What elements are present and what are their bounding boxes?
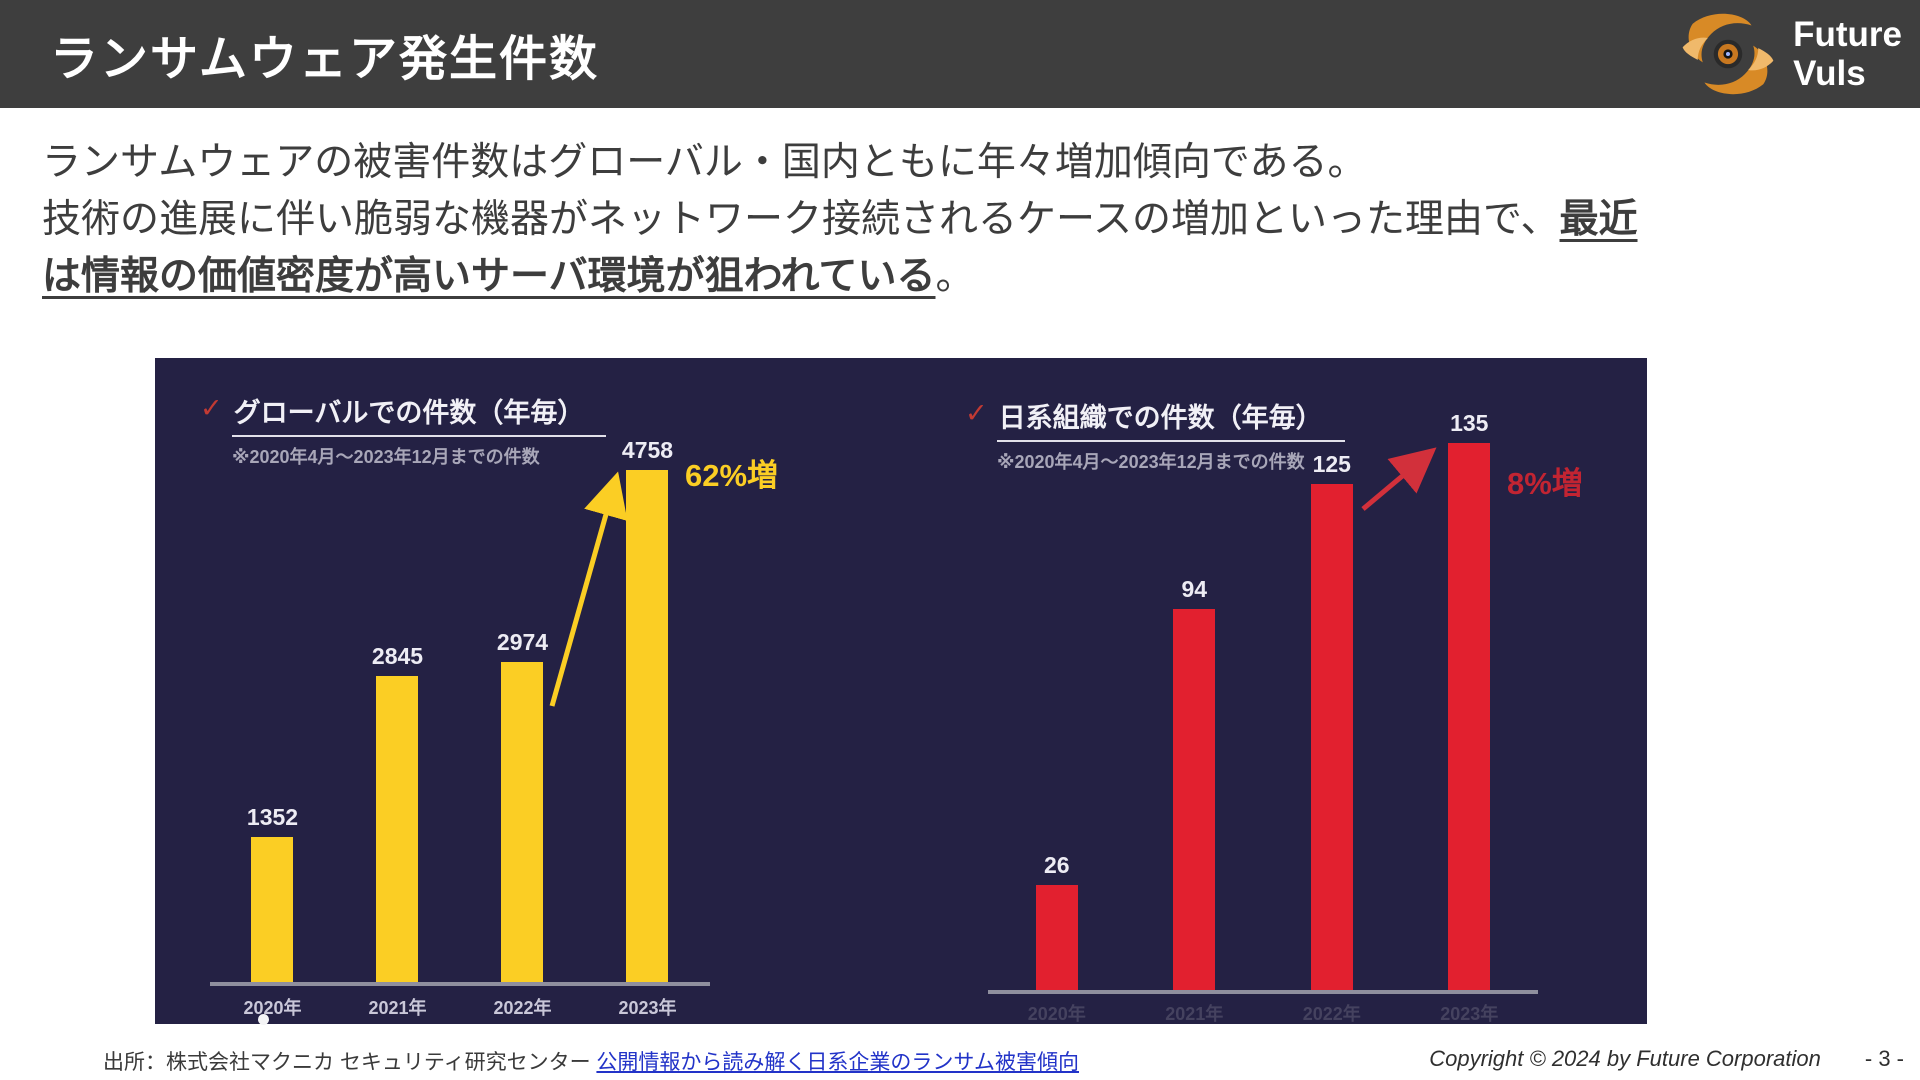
copyright-text: Copyright © 2024 by Future Corporation bbox=[1429, 1046, 1821, 1071]
chart-subtitle: ※2020年4月～2023年12月までの件数 bbox=[997, 452, 1305, 472]
bar-column: 94 bbox=[1173, 576, 1216, 990]
x-axis-label: 2022年 bbox=[493, 998, 552, 1018]
bar-column: 125 bbox=[1310, 451, 1353, 990]
body-line-2: 技術の進展に伴い脆弱な機器がネットワーク接続されるケースの増加といった理由で、最… bbox=[42, 198, 1638, 241]
x-axis-label: 2020年 bbox=[243, 998, 302, 1018]
bar bbox=[1173, 609, 1216, 990]
bar-value-label: 2845 bbox=[371, 643, 424, 669]
bar-value-label: 2974 bbox=[496, 629, 549, 655]
bar-column: 135 bbox=[1448, 410, 1491, 990]
chart-title: 日系組織での件数（年毎） bbox=[996, 396, 1345, 442]
bar-column: 2974 bbox=[497, 629, 548, 982]
x-axis bbox=[210, 982, 710, 986]
bar bbox=[1035, 885, 1078, 990]
bar bbox=[251, 837, 294, 982]
emphasized-text: は情報の価値密度が高いサーバ環境が狙われている bbox=[42, 255, 936, 298]
cursor-dot bbox=[258, 1014, 269, 1025]
increase-annotation: 8%増 bbox=[1507, 466, 1583, 501]
bar-value-label: 94 bbox=[1181, 576, 1208, 602]
x-axis-label: 2021年 bbox=[368, 998, 427, 1018]
page-title: ランサムウェア発生件数 bbox=[50, 33, 600, 86]
page-number: - 3 - bbox=[1864, 1046, 1904, 1071]
logo-text: Future Vuls bbox=[1793, 15, 1902, 93]
logo-line1: Future bbox=[1793, 15, 1902, 54]
chart-header: ✓ 日系組織での件数（年毎） ※2020年4月～2023年12月までの件数 bbox=[965, 396, 1345, 474]
footer-right: Copyright © 2024 by Future Corporation -… bbox=[1429, 1046, 1904, 1072]
chart-image: ✓ グローバルでの件数（年毎） ※2020年4月～2023年12月までの件数 1… bbox=[155, 358, 1647, 1025]
source-link[interactable]: 公開情報から読み解く日系企業のランサム被害傾向 bbox=[596, 1051, 1079, 1074]
check-icon: ✓ bbox=[200, 393, 223, 423]
x-axis-labels: 2020年 2021年 2022年 2023年 bbox=[988, 1000, 1538, 1026]
chart-header: ✓ グローバルでの件数（年毎） ※2020年4月～2023年12月までの件数 bbox=[200, 391, 607, 469]
header-bar: ランサムウェア発生件数 Future Vuls bbox=[0, 0, 1920, 108]
chart-title: グローバルでの件数（年毎） bbox=[231, 391, 607, 437]
body-line-3: は情報の価値密度が高いサーバ環境が狙われている。 bbox=[42, 255, 975, 298]
bar bbox=[501, 662, 544, 982]
emphasized-text: 最近 bbox=[1559, 198, 1638, 241]
x-axis-labels: 2020年 2021年 2022年 2023年 bbox=[210, 994, 710, 1020]
check-icon: ✓ bbox=[965, 398, 988, 428]
x-axis-label: 2021年 bbox=[1165, 1004, 1224, 1024]
bar bbox=[1310, 484, 1353, 990]
x-axis-label: 2020年 bbox=[1027, 1004, 1086, 1024]
japan-ransomware-chart: ✓ 日系組織での件数（年毎） ※2020年4月～2023年12月までの件数 26… bbox=[155, 358, 1647, 1024]
bar-column: 1352 bbox=[247, 804, 298, 982]
bar bbox=[626, 470, 669, 982]
x-axis-label: 2023年 bbox=[618, 998, 677, 1018]
futurevuls-logo-icon bbox=[1682, 13, 1774, 95]
global-ransomware-chart: ✓ グローバルでの件数（年毎） ※2020年4月～2023年12月までの件数 1… bbox=[155, 358, 1647, 1024]
bar-column: 4758 bbox=[622, 437, 673, 982]
logo-line2: Vuls bbox=[1793, 54, 1866, 93]
body-text: ランサムウェアの被害件数はグローバル・国内ともに年々増加傾向である。 技術の進展… bbox=[42, 134, 1892, 305]
chart-subtitle: ※2020年4月～2023年12月までの件数 bbox=[232, 447, 540, 467]
x-axis-label: 2022年 bbox=[1302, 1004, 1361, 1024]
bar-value-label: 135 bbox=[1450, 410, 1489, 436]
x-axis-label: 2023年 bbox=[1440, 1004, 1499, 1024]
bar-value-label: 4758 bbox=[621, 437, 674, 463]
bar bbox=[1448, 443, 1491, 990]
bar-value-label: 1352 bbox=[246, 804, 299, 830]
bar-value-label: 125 bbox=[1312, 451, 1351, 477]
bar bbox=[376, 676, 419, 982]
source-prefix: 出所：株式会社マクニカ セキュリティ研究センター bbox=[103, 1051, 597, 1074]
source-note: 出所：株式会社マクニカ セキュリティ研究センター 公開情報から読み解く日系企業の… bbox=[103, 1046, 1079, 1076]
bar-column: 26 bbox=[1035, 852, 1078, 990]
bar-group: 1352 2845 2974 4758 bbox=[210, 432, 710, 982]
futurevuls-logo: Future Vuls bbox=[1677, 0, 1902, 108]
bar-value-label: 26 bbox=[1043, 852, 1070, 878]
body-line-1: ランサムウェアの被害件数はグローバル・国内ともに年々増加傾向である。 bbox=[42, 141, 1367, 184]
increase-annotation: 62%増 bbox=[685, 458, 779, 493]
bar-column: 2845 bbox=[372, 643, 423, 982]
bar-group: 26 94 125 135 bbox=[988, 405, 1538, 990]
x-axis bbox=[988, 990, 1538, 994]
